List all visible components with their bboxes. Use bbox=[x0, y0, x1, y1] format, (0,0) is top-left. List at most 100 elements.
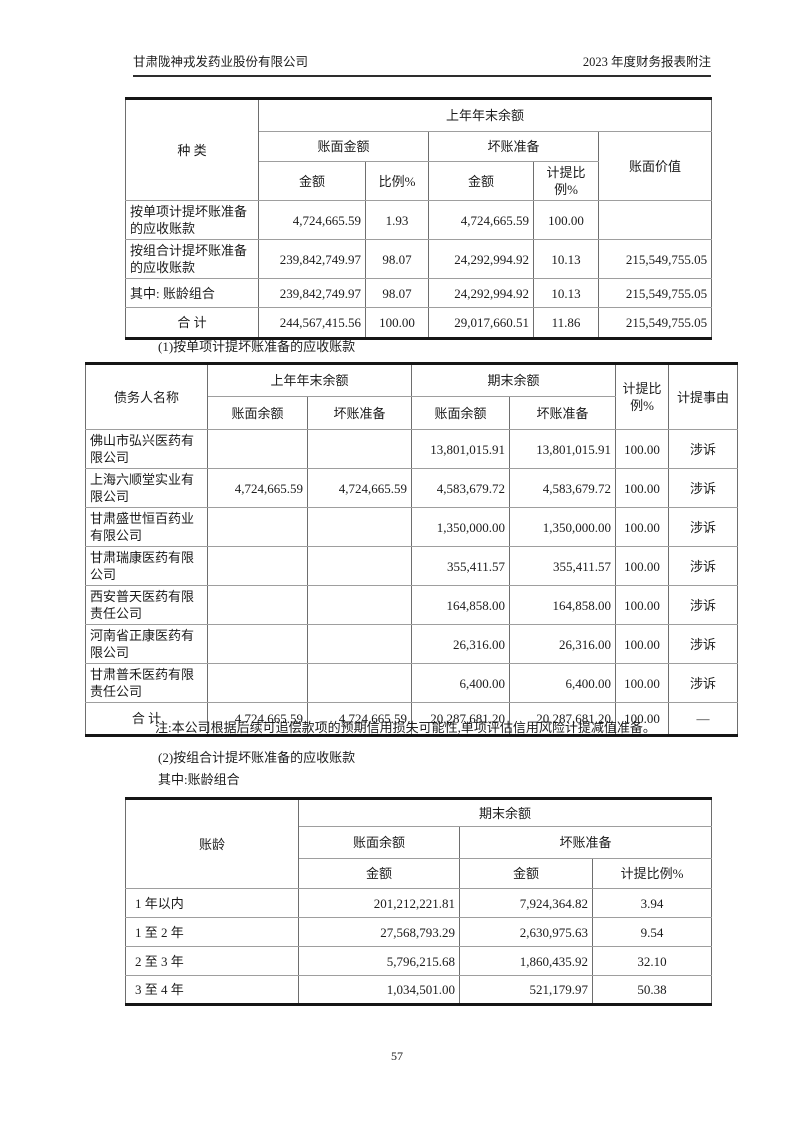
t2-cell-end-provision: 4,583,679.72 bbox=[509, 468, 617, 508]
t2-cell-end-balance: 4,583,679.72 bbox=[411, 468, 511, 508]
t3-cell-ratio: 32.10 bbox=[591, 946, 713, 976]
t2-cell-ratio: 100.00 bbox=[615, 546, 670, 586]
t1-cell-book-value bbox=[597, 200, 713, 240]
t3-cell-balance: 27,568,793.29 bbox=[298, 917, 460, 947]
t2-cell-debtor: 佛山市弘兴医药有限公司 bbox=[85, 429, 208, 469]
t1-cell-category: 按组合计提坏账准备的应收账款 bbox=[125, 239, 259, 279]
t3-cell-provision: 521,179.97 bbox=[459, 975, 593, 1005]
t2-cell-py-balance: 4,724,665.59 bbox=[207, 702, 308, 736]
t3-cell-ratio: 9.54 bbox=[591, 917, 713, 947]
t2-cell-end-balance: 20,287,681.20 bbox=[411, 702, 511, 736]
t1-cell-amount: 239,842,749.97 bbox=[258, 278, 366, 308]
t1-cell-provision-ratio: 10.13 bbox=[533, 239, 599, 279]
caption-aging-portfolio: 其中:账龄组合 bbox=[158, 772, 240, 787]
t1-cell-book-value: 215,549,755.05 bbox=[597, 239, 713, 279]
t2-cell-debtor: 甘肃盛世恒百药业有限公司 bbox=[85, 507, 208, 547]
table-row: 上海六顺堂实业有限公司 4,724,665.59 4,724,665.59 4,… bbox=[85, 468, 739, 508]
t3-cell-aging: 1 至 2 年 bbox=[125, 917, 299, 947]
t3-cell-provision: 1,860,435.92 bbox=[459, 946, 593, 976]
t2-cell-end-balance: 1,350,000.00 bbox=[411, 507, 511, 547]
t1-header-category: 种 类 bbox=[125, 98, 259, 201]
table-row: 河南省正康医药有限公司 26,316.00 26,316.00 100.00 涉… bbox=[85, 624, 739, 664]
t1-cell-provision: 24,292,994.92 bbox=[428, 239, 534, 279]
total-row: 合 计 4,724,665.59 4,724,665.59 20,287,681… bbox=[85, 702, 739, 736]
caption-portfolio-provision: (2)按组合计提坏账准备的应收账款 bbox=[158, 750, 356, 765]
t2-cell-reason: 涉诉 bbox=[668, 507, 739, 547]
t2-cell-reason: — bbox=[668, 702, 739, 736]
t1-header-amount: 金额 bbox=[258, 161, 366, 201]
t3-cell-ratio: 50.38 bbox=[591, 975, 713, 1005]
t3-header-bad-debt: 坏账准备 bbox=[458, 826, 713, 859]
company-name: 甘肃陇神戎发药业股份有限公司 bbox=[133, 55, 309, 69]
t2-header-reason: 计提事由 bbox=[668, 363, 739, 430]
t2-header-bad-debt-prior: 坏账准备 bbox=[306, 396, 413, 430]
t2-header-end-balance: 期末余额 bbox=[411, 363, 617, 397]
t2-cell-py-provision bbox=[306, 507, 413, 547]
t3-cell-balance: 201,212,221.81 bbox=[298, 888, 460, 918]
t2-cell-py-provision bbox=[306, 429, 413, 469]
t2-cell-py-provision bbox=[306, 546, 413, 586]
t1-cell-ratio: 100.00 bbox=[365, 307, 429, 339]
t3-cell-provision: 2,630,975.63 bbox=[459, 917, 593, 947]
t2-cell-ratio: 100.00 bbox=[615, 624, 670, 664]
t1-header-book-value: 账面价值 bbox=[597, 131, 713, 201]
t2-cell-end-provision: 20,287,681.20 bbox=[509, 702, 617, 736]
aging-portfolio-table: 账龄 期末余额 账面余额 坏账准备 金额 金额 计提比例% 1 年以内 201,… bbox=[125, 797, 713, 1006]
t2-cell-py-provision bbox=[306, 624, 413, 664]
t2-cell-ratio: 100.00 bbox=[615, 585, 670, 625]
t3-cell-aging: 2 至 3 年 bbox=[125, 946, 299, 976]
table-row: 按组合计提坏账准备的应收账款 239,842,749.97 98.07 24,2… bbox=[125, 239, 713, 279]
t1-cell-book-value: 215,549,755.05 bbox=[597, 278, 713, 308]
t2-cell-py-balance bbox=[207, 429, 308, 469]
t1-cell-ratio: 98.07 bbox=[365, 239, 429, 279]
t2-cell-end-provision: 6,400.00 bbox=[509, 663, 617, 703]
t2-cell-reason: 涉诉 bbox=[668, 585, 739, 625]
table-row: 3 至 4 年 1,034,501.00 521,179.97 50.38 bbox=[125, 975, 713, 1005]
table-row: 甘肃普禾医药有限责任公司 6,400.00 6,400.00 100.00 涉诉 bbox=[85, 663, 739, 703]
t2-cell-end-provision: 164,858.00 bbox=[509, 585, 617, 625]
t2-cell-end-provision: 13,801,015.91 bbox=[509, 429, 617, 469]
t3-header-amount: 金额 bbox=[298, 858, 460, 889]
t2-header-debtor: 债务人名称 bbox=[85, 363, 208, 430]
t3-cell-aging: 3 至 4 年 bbox=[125, 975, 299, 1005]
t2-cell-py-balance bbox=[207, 546, 308, 586]
page-number: 57 bbox=[391, 1049, 403, 1063]
t2-cell-reason: 涉诉 bbox=[668, 624, 739, 664]
table-row: 1 年以内 201,212,221.81 7,924,364.82 3.94 bbox=[125, 888, 713, 918]
t3-header-provision-amount: 金额 bbox=[459, 858, 593, 889]
t1-cell-amount: 244,567,415.56 bbox=[258, 307, 366, 339]
t2-cell-py-balance bbox=[207, 624, 308, 664]
t2-cell-end-balance: 6,400.00 bbox=[411, 663, 511, 703]
t2-cell-reason: 涉诉 bbox=[668, 546, 739, 586]
t2-cell-end-provision: 1,350,000.00 bbox=[509, 507, 617, 547]
t1-header-bad-debt: 坏账准备 bbox=[428, 131, 599, 162]
t2-cell-ratio: 100.00 bbox=[615, 468, 670, 508]
t1-cell-amount: 239,842,749.97 bbox=[258, 239, 366, 279]
t1-header-book-amount: 账面金额 bbox=[258, 131, 429, 162]
t2-cell-end-balance: 26,316.00 bbox=[411, 624, 511, 664]
t3-cell-provision: 7,924,364.82 bbox=[459, 888, 593, 918]
t2-cell-end-balance: 355,411.57 bbox=[411, 546, 511, 586]
t1-cell-category: 合 计 bbox=[125, 307, 259, 339]
t2-cell-debtor: 西安普天医药有限责任公司 bbox=[85, 585, 208, 625]
t2-cell-debtor: 合 计 bbox=[85, 702, 208, 736]
t1-header-provision-amount: 金额 bbox=[428, 161, 534, 201]
table-row: 2 至 3 年 5,796,215.68 1,860,435.92 32.10 bbox=[125, 946, 713, 976]
t2-header-book-balance-prior: 账面余额 bbox=[207, 396, 308, 430]
t2-cell-debtor: 河南省正康医药有限公司 bbox=[85, 624, 208, 664]
t2-header-book-balance-end: 账面余额 bbox=[411, 396, 511, 430]
t2-cell-ratio: 100.00 bbox=[615, 663, 670, 703]
t3-header-book-balance: 账面余额 bbox=[298, 826, 460, 859]
page-header: 甘肃陇神戎发药业股份有限公司 2023 年度财务报表附注 bbox=[133, 54, 711, 77]
table-row: 甘肃瑞康医药有限公司 355,411.57 355,411.57 100.00 … bbox=[85, 546, 739, 586]
t2-cell-reason: 涉诉 bbox=[668, 468, 739, 508]
t2-cell-end-provision: 355,411.57 bbox=[509, 546, 617, 586]
t2-cell-py-balance bbox=[207, 663, 308, 703]
t2-cell-debtor: 甘肃瑞康医药有限公司 bbox=[85, 546, 208, 586]
t1-cell-amount: 4,724,665.59 bbox=[258, 200, 366, 240]
t2-cell-py-balance: 4,724,665.59 bbox=[207, 468, 308, 508]
t3-header-aging: 账龄 bbox=[125, 798, 299, 889]
t1-cell-ratio: 1.93 bbox=[365, 200, 429, 240]
t3-cell-aging: 1 年以内 bbox=[125, 888, 299, 918]
individual-provision-table: 债务人名称 上年年末余额 期末余额 计提比例% 计提事由 账面余额 坏账准备 账… bbox=[85, 362, 739, 737]
